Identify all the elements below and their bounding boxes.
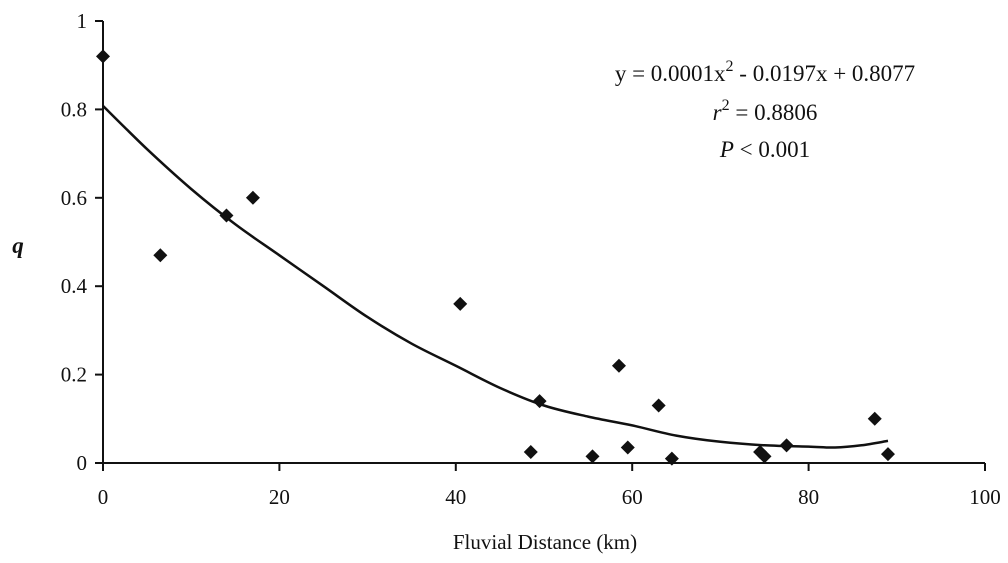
data-point xyxy=(245,190,260,205)
data-point xyxy=(651,398,666,413)
data-point xyxy=(96,49,110,64)
x-tick-label: 40 xyxy=(445,485,466,509)
data-point xyxy=(620,440,635,455)
y-tick-label: 0.4 xyxy=(61,274,88,298)
data-point xyxy=(779,438,794,453)
data-point xyxy=(757,449,772,464)
data-point xyxy=(453,296,468,311)
data-points xyxy=(96,49,895,466)
data-point xyxy=(219,208,234,223)
p-value-annotation: P < 0.001 xyxy=(719,137,810,162)
x-tick-label: 0 xyxy=(98,485,109,509)
data-point xyxy=(611,358,626,373)
x-tick-label: 100 xyxy=(969,485,1001,509)
equation-exponent: 2 xyxy=(726,58,734,75)
data-point xyxy=(867,411,882,426)
data-point xyxy=(585,449,600,464)
data-point xyxy=(664,451,679,466)
data-point xyxy=(880,447,895,462)
x-tick-label: 80 xyxy=(798,485,819,509)
y-tick-label: 0 xyxy=(77,451,88,475)
y-tick-label: 0.6 xyxy=(61,186,87,210)
r-squared-annotation: r2 = 0.8806 xyxy=(713,97,818,125)
x-axis-title: Fluvial Distance (km) xyxy=(453,530,637,554)
x-ticks: 0 20 40 60 80 100 xyxy=(98,463,1001,509)
data-point xyxy=(153,248,168,263)
r-squared-exponent: 2 xyxy=(722,97,730,114)
y-ticks: 0 0.2 0.4 0.6 0.8 1 xyxy=(61,9,103,475)
y-tick-label: 1 xyxy=(77,9,88,33)
x-tick-label: 20 xyxy=(269,485,290,509)
data-point xyxy=(523,444,538,459)
y-axis-title: q xyxy=(12,233,24,258)
trend-line xyxy=(102,105,889,449)
y-tick-label: 0.2 xyxy=(61,363,87,387)
plot-area: 0 0.2 0.4 0.6 0.8 1 0 20 40 60 80 100 xyxy=(61,9,1001,509)
y-tick-label: 0.8 xyxy=(61,97,87,121)
x-tick-label: 60 xyxy=(622,485,643,509)
data-point xyxy=(532,394,547,409)
equation-annotation: y = 0.0001x2 - 0.0197x + 0.8077 xyxy=(615,58,915,86)
